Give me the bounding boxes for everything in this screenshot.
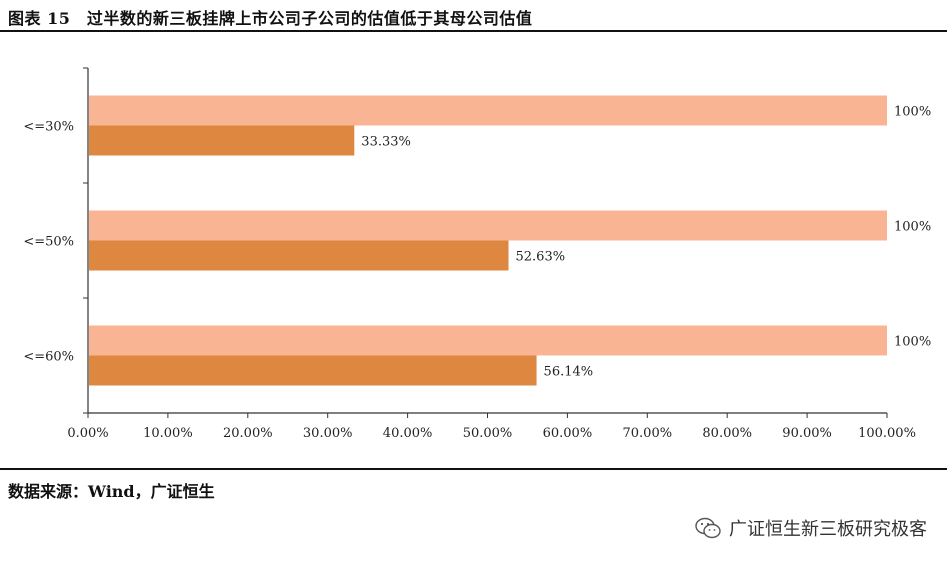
bar-chart: 0.00% 10.00% 20.00% 30.00% 40.00% 50.00% 60.00… <box>23 67 931 442</box>
wechat-icon <box>695 517 721 539</box>
category-label: <=30% <box>23 120 74 135</box>
data-label: 33.33% <box>361 135 411 150</box>
watermark: 广证恒生新三板研究极客 <box>695 515 927 541</box>
figure-header: 图表 15 过半数的新三板挂牌上市公司子公司的估值低于其母公司估值 <box>0 0 947 32</box>
data-label: 100% <box>894 220 931 235</box>
x-tick-label: 80.00% <box>702 426 752 441</box>
x-tick-label: 60.00% <box>543 426 593 441</box>
x-tick-label: 0.00% <box>67 426 108 441</box>
watermark-text: 广证恒生新三板研究极客 <box>729 519 927 540</box>
bar <box>89 125 355 156</box>
x-tick-label: 100.00% <box>858 426 916 441</box>
data-label: 100% <box>894 335 931 350</box>
data-label: 56.14% <box>544 365 594 380</box>
x-tick-label: 50.00% <box>463 426 513 441</box>
x-tick-label: 40.00% <box>383 426 433 441</box>
bar <box>89 210 887 241</box>
footer-rule <box>0 468 947 470</box>
data-label: 100% <box>894 105 931 120</box>
data-label: 52.63% <box>516 250 566 265</box>
bar <box>89 325 887 356</box>
source-note: 数据来源：Wind，广证恒生 <box>8 482 215 501</box>
category-label: <=60% <box>23 350 74 365</box>
category-label: <=50% <box>23 235 74 250</box>
x-tick-label: 10.00% <box>143 426 193 441</box>
figure-title: 图表 15 过半数的新三板挂牌上市公司子公司的估值低于其母公司估值 <box>8 9 533 28</box>
bar <box>89 240 509 271</box>
x-tick-label: 20.00% <box>223 426 273 441</box>
bar <box>89 95 887 126</box>
x-tick-label: 70.00% <box>623 426 673 441</box>
x-tick-label: 90.00% <box>782 426 832 441</box>
labels-layer: 0.00% 10.00% 20.00% 30.00% 40.00% 50.00% 60.00… <box>23 105 931 442</box>
bar <box>89 355 537 386</box>
x-tick-label: 30.00% <box>303 426 353 441</box>
axes-layer <box>83 67 888 418</box>
bars-layer <box>89 95 887 386</box>
